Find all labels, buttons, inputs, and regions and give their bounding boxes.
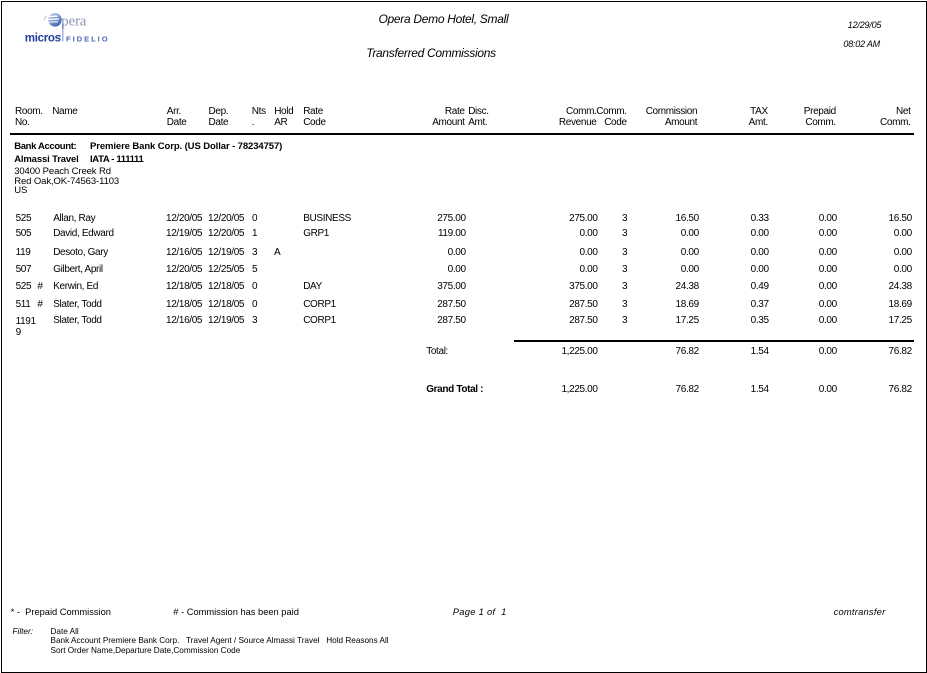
svg-text:pera: pera (61, 13, 87, 29)
svg-text:FIDELIO: FIDELIO (66, 34, 110, 43)
svg-text:micros: micros (25, 32, 61, 45)
